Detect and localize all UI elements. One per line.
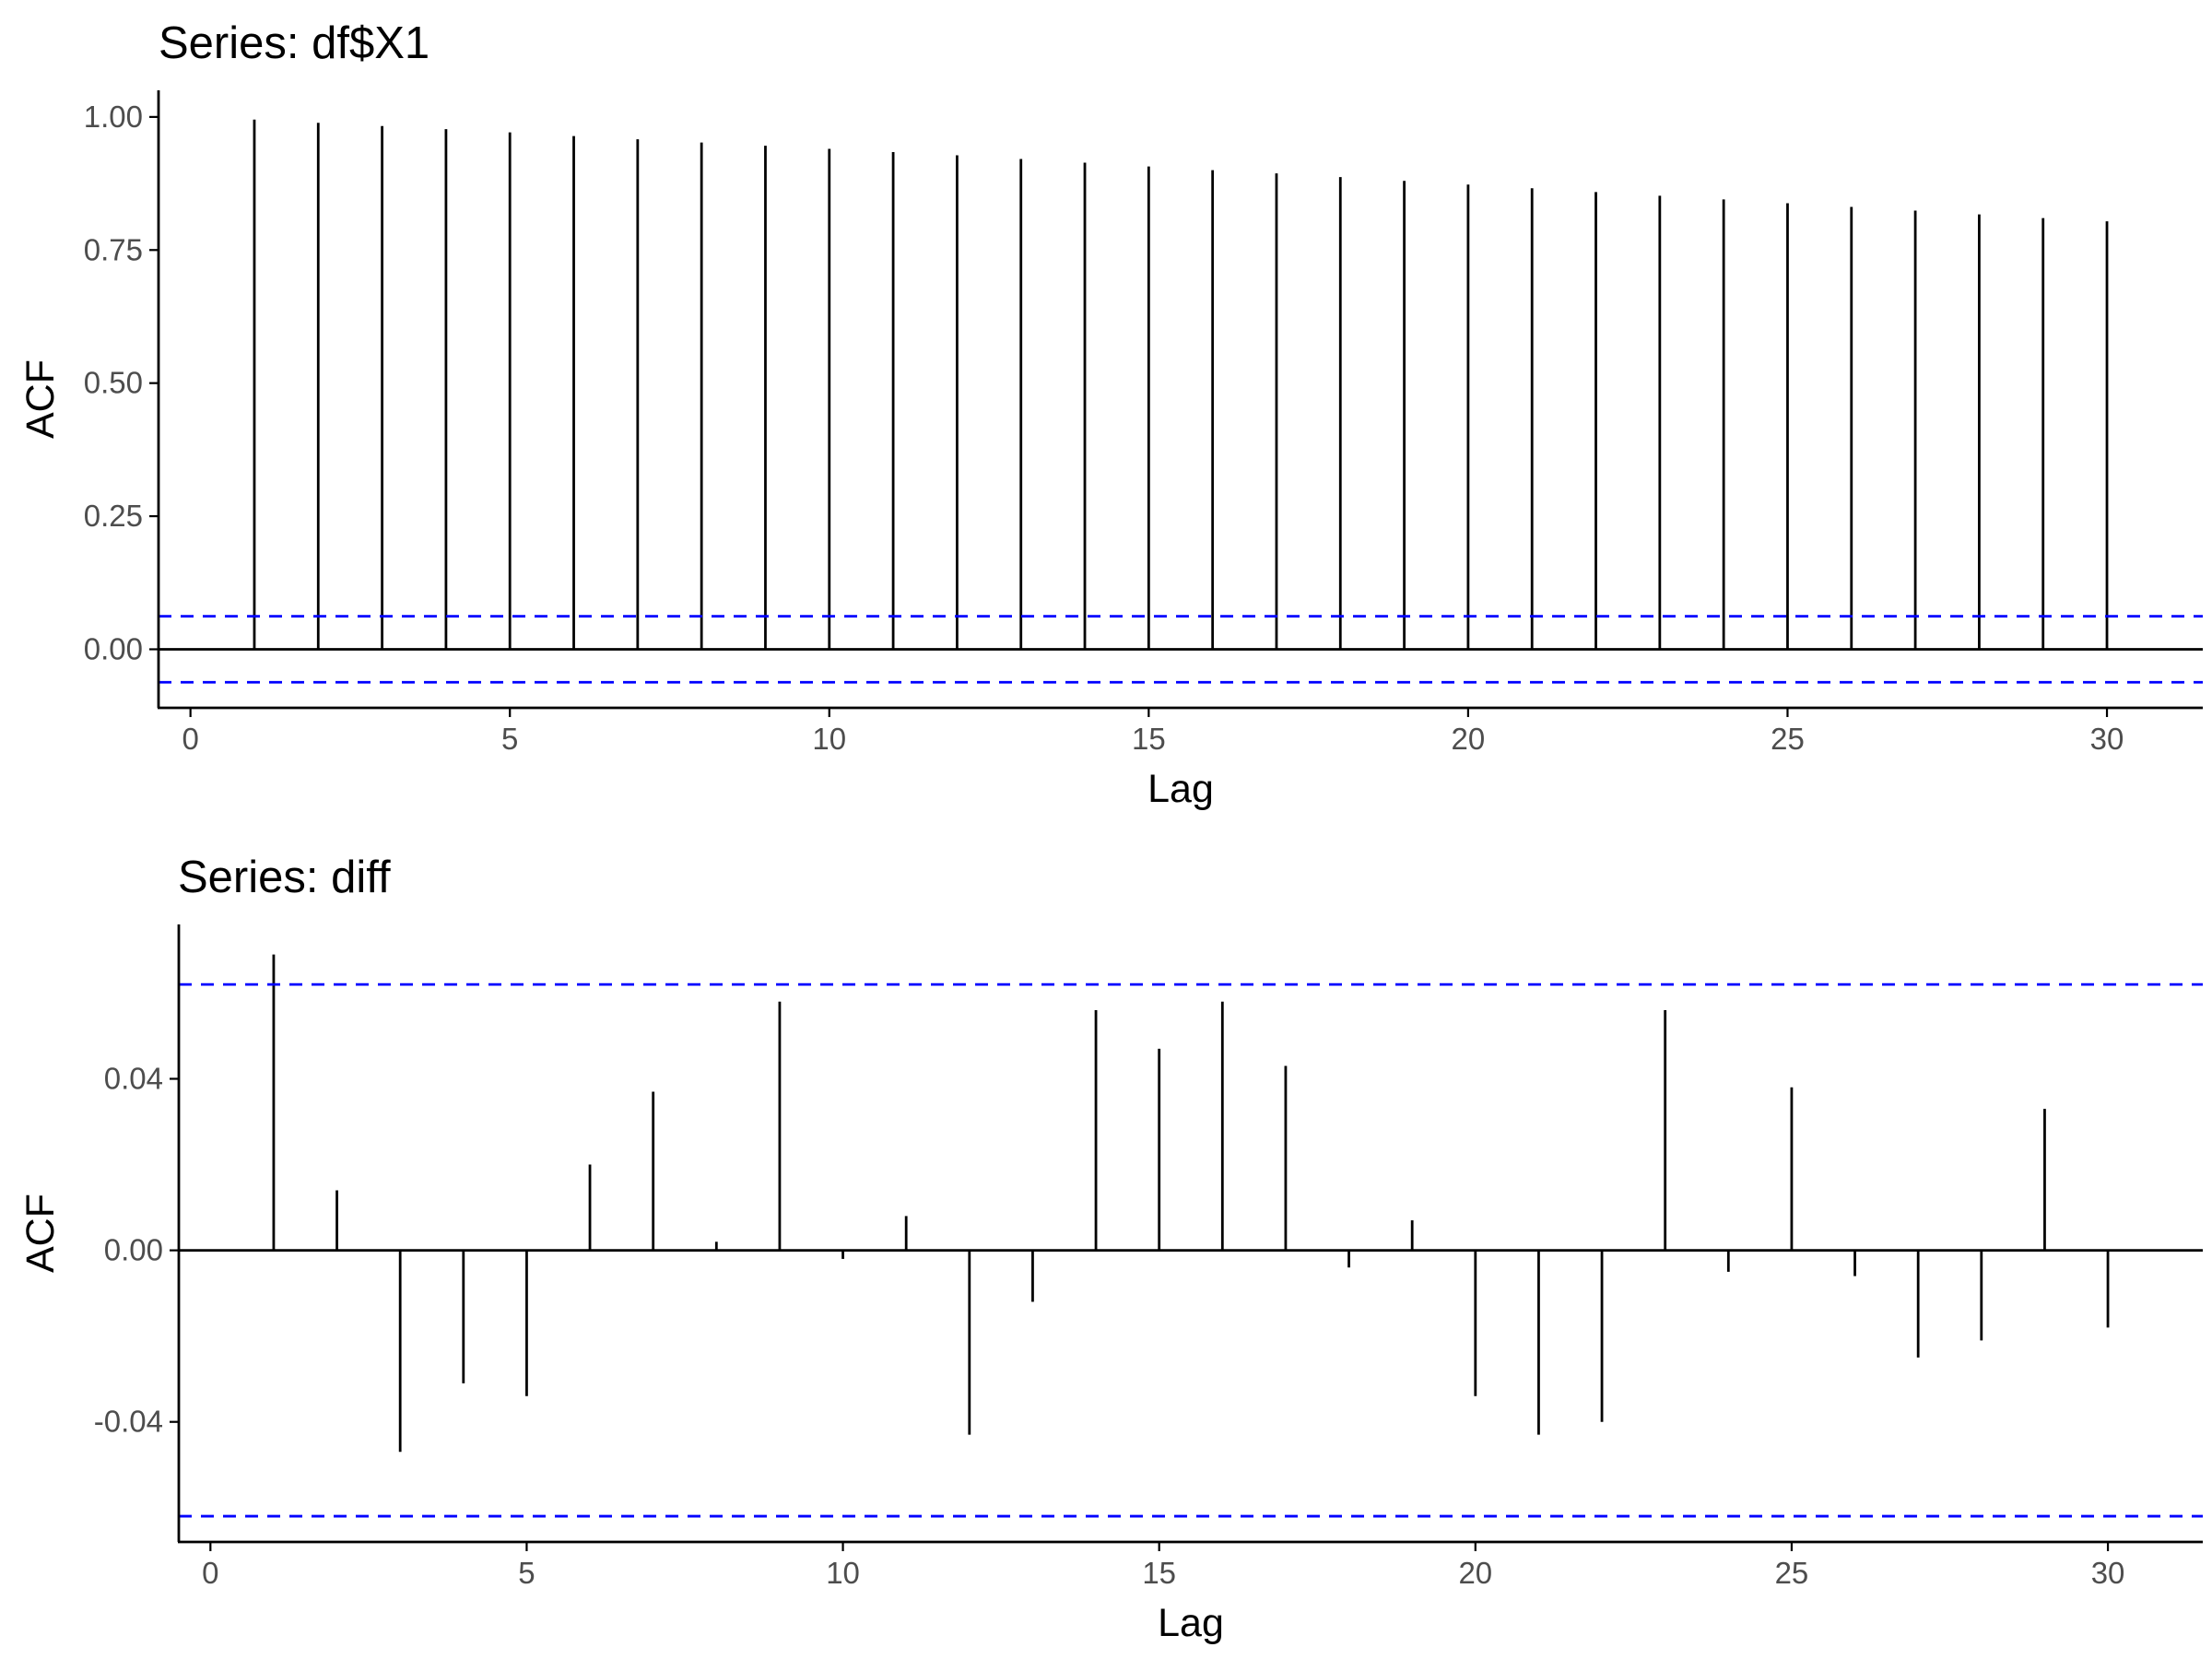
panel-2-x-ticks: 0 5 10 15 20 25 30 (202, 1542, 2124, 1590)
panel-1-y-axis-title: ACF (18, 359, 63, 439)
x-tick-label: 10 (826, 1556, 860, 1590)
panel-2-x-axis-title: Lag (1158, 1601, 1224, 1645)
x-tick-label: 0 (202, 1556, 218, 1590)
y-tick-label: 0.75 (84, 232, 143, 266)
y-tick-label: 0.04 (104, 1062, 163, 1096)
x-tick-label: 30 (2091, 1556, 2125, 1590)
acf-panel-1: Series: df$X1 0.00 0.25 0.50 0.75 1.00 0 5 10 1… (18, 18, 2203, 811)
y-tick-label: 0.00 (104, 1233, 163, 1267)
x-tick-label: 5 (518, 1556, 535, 1590)
panel-1-title: Series: df$X1 (159, 18, 429, 68)
y-tick-label: 0.00 (84, 631, 143, 665)
x-tick-label: 25 (1771, 722, 1805, 756)
x-tick-label: 30 (2090, 722, 2124, 756)
x-tick-label: 10 (812, 722, 846, 756)
y-tick-label: 1.00 (84, 100, 143, 134)
x-tick-label: 0 (182, 722, 198, 756)
y-tick-label: 0.25 (84, 499, 143, 533)
y-tick-label: -0.04 (94, 1405, 163, 1439)
y-tick-label: 0.50 (84, 366, 143, 400)
x-tick-label: 20 (1452, 722, 1486, 756)
panel-2-y-ticks: -0.04 0.00 0.04 (94, 1062, 179, 1439)
panel-2-marks (179, 954, 2203, 1518)
x-tick-label: 15 (1142, 1556, 1176, 1590)
acf-panel-2: Series: diff -0.040.000.04 0 5 10 15 20 25 30 … (18, 853, 2203, 1645)
x-tick-label: 20 (1458, 1556, 1492, 1590)
panel-2-y-axis-title: ACF (18, 1194, 63, 1273)
panel-1-x-axis-title: Lag (1147, 767, 1214, 811)
x-tick-label: 25 (1775, 1556, 1809, 1590)
x-tick-label: 15 (1132, 722, 1166, 756)
panel-1-x-ticks: 0 5 10 15 20 25 30 (182, 708, 2124, 756)
panel-1-marks (159, 119, 2203, 684)
panel-2-title: Series: diff (178, 853, 391, 902)
x-tick-label: 5 (501, 722, 518, 756)
panel-1-y-ticks: 0.00 0.25 0.50 0.75 1.00 (84, 100, 159, 665)
